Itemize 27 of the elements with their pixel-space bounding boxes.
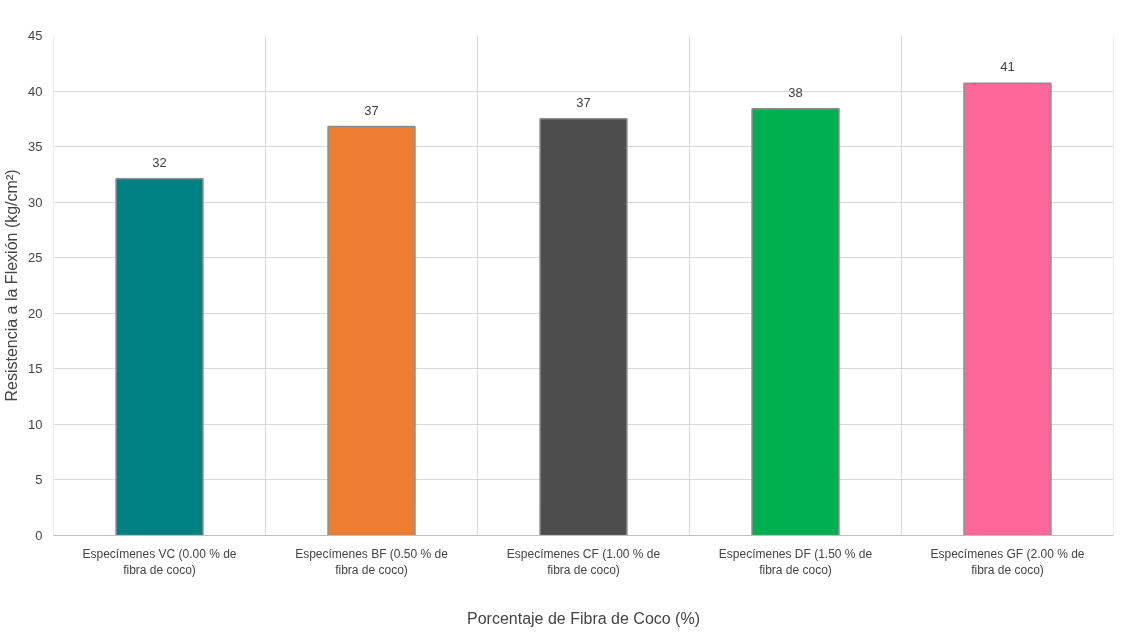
x-axis-title: Porcentaje de Fibra de Coco (%) [467,610,700,628]
data-label: 38 [788,84,803,100]
y-tick-label: 30 [28,194,43,210]
y-tick-label: 20 [28,305,43,321]
x-tick-label: Especímenes BF (0.50 % de fibra de coco) [295,546,449,578]
bar [327,125,416,536]
y-tick-label: 0 [35,528,43,543]
y-tick-label: 10 [28,416,43,432]
x-tick-label: Especímenes CF (1.00 % de fibra de coco) [506,546,661,578]
x-tick-label: Especímenes DF (1.50 % de fibra de coco) [718,546,873,578]
data-label: 32 [152,154,167,170]
x-tick-label: Especímenes GF (2.00 % de fibra de coco) [930,546,1085,578]
y-tick-label: 15 [28,361,43,377]
data-label: 37 [364,102,379,118]
y-axis-title: Resistencia a la Flexión (kg/cm²) [3,169,21,402]
bar [963,82,1052,536]
bar [751,108,840,536]
y-tick-label: 5 [35,472,43,488]
y-tick-label: 35 [28,139,43,155]
y-tick-label: 40 [28,83,43,99]
bar [115,178,204,536]
y-tick-label: 45 [28,28,43,43]
data-label: 41 [1000,59,1015,75]
bar [539,118,628,536]
x-tick-label: Especímenes VC (0.00 % de fibra de coco) [82,546,237,578]
y-tick-label: 25 [28,250,43,266]
data-label: 37 [576,94,591,110]
